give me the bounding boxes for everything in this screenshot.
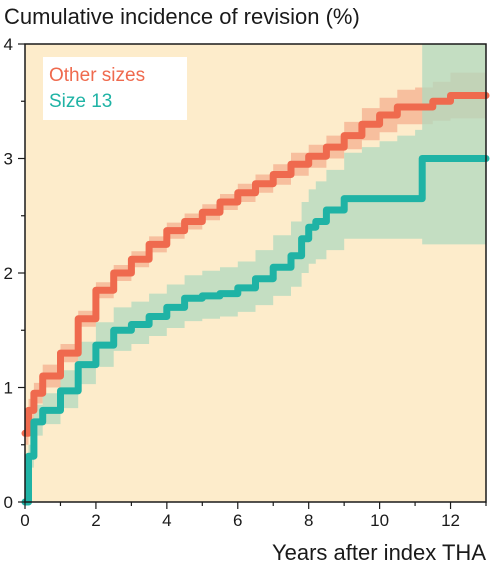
y-tick-label-3: 3	[4, 150, 13, 169]
x-tick-label-10: 10	[370, 511, 389, 530]
x-tick-label-0: 0	[20, 511, 29, 530]
legend-box	[43, 57, 187, 120]
y-tick-label-2: 2	[4, 264, 13, 283]
y-tick-label-4: 4	[4, 35, 13, 54]
x-tick-label-2: 2	[91, 511, 100, 530]
confidence-band-1	[25, 44, 486, 502]
x-tick-label-6: 6	[233, 511, 242, 530]
series-line-0	[21, 92, 490, 437]
legend: Other sizes Size 13	[43, 57, 187, 120]
y-tick-label-0: 0	[4, 493, 13, 512]
series-lines	[21, 92, 490, 506]
series-line-1	[21, 155, 490, 506]
x-tick-label-8: 8	[304, 511, 313, 530]
legend-entry-0: Other sizes	[49, 65, 145, 86]
y-tick-label-1: 1	[4, 379, 13, 398]
legend-entry-1: Size 13	[49, 91, 112, 112]
x-tick-label-12: 12	[441, 511, 460, 530]
confidence-bands	[25, 44, 486, 502]
x-axis-label: Years after index THA	[272, 540, 486, 562]
x-tick-label-4: 4	[162, 511, 171, 530]
chart-title: Cumulative incidence of revision (%)	[4, 4, 360, 29]
